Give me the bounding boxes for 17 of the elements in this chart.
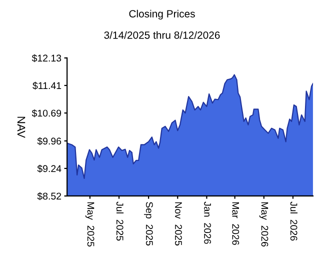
y-tick-label: $12.13 <box>32 54 62 62</box>
x-tick-label: May 2026 <box>259 202 268 247</box>
x-tick-label: Jul 2025 <box>116 202 124 241</box>
y-tick-label: $9.24 <box>37 164 62 173</box>
y-axis-title: NAV <box>17 116 26 138</box>
x-tick-label: Jan 2026 <box>204 202 211 244</box>
y-tick-label: $11.41 <box>32 82 62 90</box>
x-tick-label: Nov 2025 <box>175 202 182 246</box>
y-tick-label: $10.69 <box>32 109 62 118</box>
x-tick-label: Jul 2026 <box>290 202 298 241</box>
x-tick-label: Sep 2025 <box>144 202 153 246</box>
y-tick-label: $9.96 <box>37 137 62 146</box>
chart-title: Closing Prices <box>129 10 195 20</box>
x-tick-label: Mar 2026 <box>232 202 240 245</box>
x-tick-label: May 2025 <box>85 202 94 247</box>
y-tick-label: $8.52 <box>37 192 62 200</box>
chart-subtitle: 3/14/2025 thru 8/12/2026 <box>104 31 220 39</box>
